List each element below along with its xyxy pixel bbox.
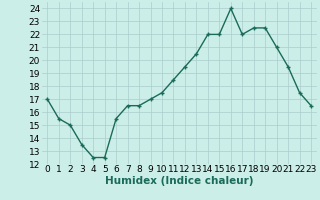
X-axis label: Humidex (Indice chaleur): Humidex (Indice chaleur) <box>105 176 253 186</box>
